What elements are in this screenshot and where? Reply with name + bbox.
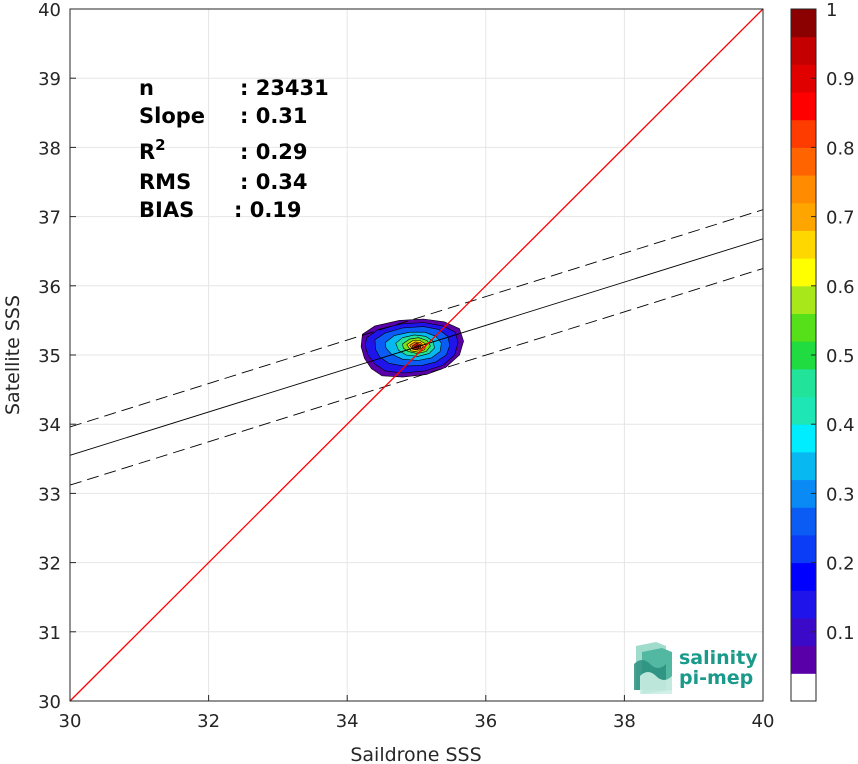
y-tick-label: 38 — [38, 138, 61, 159]
colorbar-segment — [791, 92, 816, 121]
density-contours — [360, 318, 464, 378]
colorbar-segment — [791, 645, 816, 674]
colorbar-segment — [791, 507, 816, 536]
colorbar-tick-label: 0.3 — [826, 484, 855, 505]
colorbar-segment — [791, 313, 816, 342]
y-tick-label: 32 — [38, 554, 61, 575]
colorbar-segment — [791, 534, 816, 564]
x-axis-ticks: 30 32 34 36 38 40 — [59, 695, 775, 732]
stat-label: R2 — [139, 136, 166, 164]
colorbar-segment — [791, 673, 816, 702]
regression-line — [69, 238, 764, 456]
colorbar-tick-label: 0.2 — [826, 554, 855, 575]
colorbar-segment — [791, 119, 816, 148]
stat-label: n — [139, 76, 154, 100]
y-tick-label: 37 — [38, 208, 61, 229]
x-tick-label: 32 — [197, 711, 220, 732]
y-tick-label: 34 — [38, 415, 61, 436]
y-tick-label: 39 — [38, 69, 61, 90]
y-tick-label: 31 — [38, 623, 61, 644]
colorbar-tick-label: 1 — [826, 0, 837, 21]
stat-value: : 0.34 — [240, 170, 308, 194]
colorbar-tick-label: 0.7 — [826, 208, 855, 229]
x-tick-label: 38 — [613, 711, 636, 732]
fit-lines — [69, 8, 764, 702]
colorbar-segment — [791, 230, 816, 259]
colorbar-segment — [791, 258, 816, 287]
colorbar-segment — [791, 368, 816, 398]
logo-line2: pi-mep — [679, 667, 753, 689]
stat-value: : 0.19 — [234, 198, 302, 222]
x-tick-label: 30 — [59, 711, 82, 732]
colorbar-tick-label: 0.1 — [826, 623, 855, 644]
salinity-pi-mep-logo: salinity pi-mep — [634, 642, 758, 694]
colorbar-tick-label: 0.8 — [826, 138, 855, 159]
lower-bound-line — [69, 268, 764, 486]
y-tick-label: 33 — [38, 484, 61, 505]
colorbar-segment — [791, 285, 816, 314]
stat-value: : 23431 — [240, 76, 329, 100]
stat-label: Slope — [139, 104, 205, 128]
y-tick-label: 36 — [38, 277, 61, 298]
y-axis-title: Satellite SSS — [2, 295, 24, 415]
colorbar-tick-label: 0.9 — [826, 69, 855, 90]
x-tick-label: 34 — [336, 711, 359, 732]
colorbar-segment — [791, 424, 816, 453]
upper-bound-line — [69, 209, 764, 428]
y-axis-ticks: 30 31 32 33 34 35 36 37 38 39 40 — [38, 0, 76, 713]
statistics-box: n : 23431 Slope : 0.31 R2 : 0.29 RMS : 0.34 BIAS… — [139, 76, 329, 222]
colorbar-tick-label: 0.4 — [826, 415, 855, 436]
y-tick-label: 40 — [38, 0, 61, 21]
logo-line1: salinity — [679, 647, 758, 669]
y-tick-label: 30 — [38, 692, 61, 713]
stat-value: : 0.31 — [240, 104, 308, 128]
colorbar-segment — [791, 590, 816, 619]
colorbar-segment — [791, 562, 816, 591]
stat-label: RMS — [139, 170, 191, 194]
x-axis-title: Saildrone SSS — [350, 744, 481, 764]
stat-value: : 0.29 — [240, 140, 308, 164]
stat-label: BIAS — [139, 198, 194, 222]
colorbar-segment — [791, 175, 816, 204]
colorbar-segment — [791, 9, 816, 38]
colorbar-tick-label: 0.5 — [826, 346, 855, 367]
colorbar-segment — [791, 451, 816, 481]
x-tick-label: 36 — [474, 711, 497, 732]
colorbar-tick-label: 0.6 — [826, 277, 855, 298]
colorbar: 0.1 0.2 0.3 0.4 0.5 0.6 0.7 0.8 0.9 1 — [790, 0, 855, 702]
y-tick-label: 35 — [38, 346, 61, 367]
colorbar-segment — [791, 36, 816, 65]
colorbar-segment — [791, 396, 816, 425]
x-tick-label: 40 — [752, 711, 775, 732]
colorbar-segment — [791, 147, 816, 176]
one-to-one-line — [69, 8, 764, 702]
